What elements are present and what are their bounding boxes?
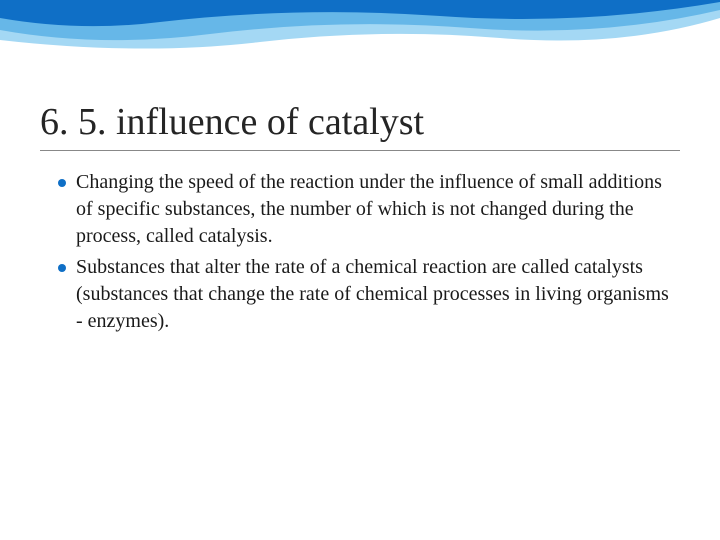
slide-title: 6. 5. influence of catalyst — [40, 100, 680, 151]
bullet-item: Changing the speed of the reaction under… — [58, 169, 680, 250]
bullet-list: Changing the speed of the reaction under… — [40, 169, 680, 335]
slide-body: 6. 5. influence of catalyst Changing the… — [0, 0, 720, 379]
bullet-item: Substances that alter the rate of a chem… — [58, 254, 680, 335]
